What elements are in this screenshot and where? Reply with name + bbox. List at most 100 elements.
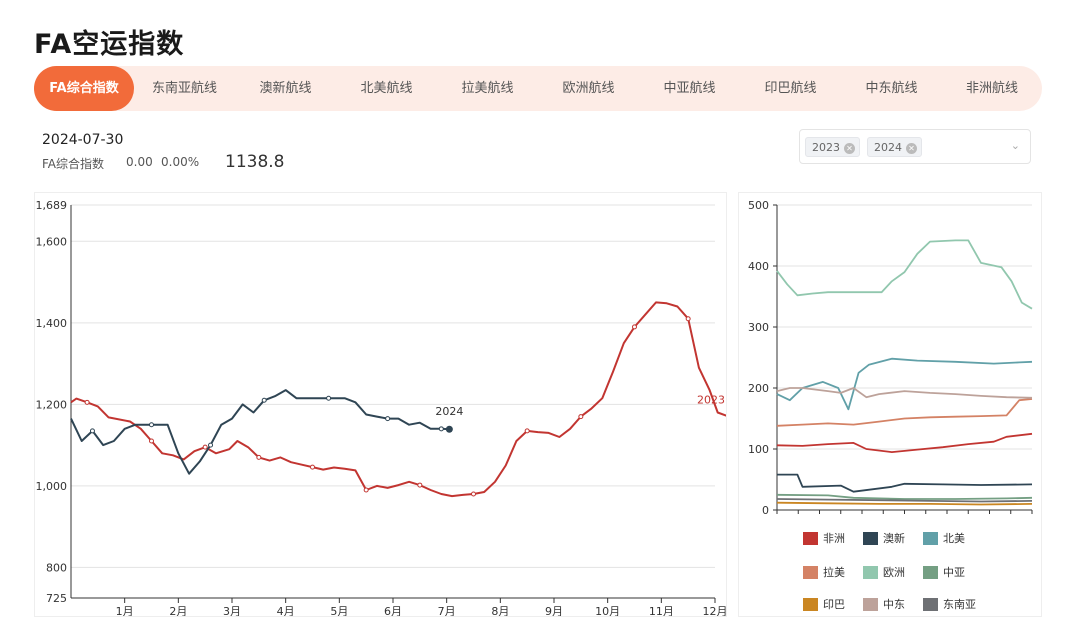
legend-item-europe[interactable]: 欧洲 [863,564,905,580]
route-series-line-澳新[interactable] [777,473,1033,493]
series-end-label: 2023 [697,393,725,406]
x-tick-label: 6月 [384,605,402,616]
legend-label: 中东 [883,598,905,611]
y-tick-label: 725 [46,592,67,605]
legend-item-north-america[interactable]: 北美 [923,530,965,546]
remove-tag-icon[interactable]: ✕ [844,142,855,154]
series-point[interactable] [256,454,262,460]
route-series-line-非洲[interactable] [776,432,1033,454]
series-point[interactable] [261,397,267,403]
series-end-point[interactable] [445,425,453,433]
tab-africa[interactable]: 非洲航线 [965,81,1018,96]
legend-label: 欧洲 [883,566,905,579]
series-point[interactable] [310,464,315,470]
summary-change-pct: 0.00% [161,155,200,169]
series-end-label: 2024 [435,405,463,418]
route-chart-panel: 0 100 200 300 400 500 [738,192,1042,617]
series-point[interactable] [524,428,530,434]
x-tick-label: 11月 [649,605,674,616]
series-point[interactable] [385,416,391,422]
x-tick-label: 10月 [595,605,620,616]
series-point[interactable] [89,428,95,434]
route-series-line-印巴[interactable] [776,501,1033,506]
x-tick-label: 3月 [223,605,241,616]
series-point[interactable] [149,438,154,444]
series-point[interactable] [363,487,369,493]
y-tick-label: 200 [748,382,769,395]
legend-swatch [863,597,878,611]
route-series-line-欧洲[interactable] [776,239,1033,310]
series-point[interactable] [685,316,691,322]
tab-india-pakistan[interactable]: 印巴航线 [764,81,817,96]
legend-item-latin-america[interactable]: 拉美 [803,564,845,580]
tab-central-asia[interactable]: 中亚航线 [663,81,716,96]
series-point[interactable] [417,482,423,488]
route-tabs: FA综合指数 东南亚航线 澳新航线 北美航线 拉美航线 欧洲航线 中亚航线 印巴… [34,66,1042,111]
legend-item-india-pakistan[interactable]: 印巴 [803,596,845,612]
x-tick-label: 8月 [491,605,509,616]
summary-change: 0.00 [126,155,153,169]
legend-label: 非洲 [823,532,845,545]
series-point[interactable] [149,422,154,428]
tab-fa-composite[interactable]: FA综合指数 [34,66,134,111]
tab-europe[interactable]: 欧洲航线 [562,81,615,96]
legend-label: 北美 [943,532,965,545]
y-tick-label: 400 [748,260,769,273]
legend-item-central-asia[interactable]: 中亚 [923,564,965,580]
y-tick-label: 500 [748,199,769,212]
series-point[interactable] [438,426,444,432]
y-tick-label: 1,600 [36,235,68,248]
tab-southeast-asia[interactable]: 东南亚航线 [151,81,217,96]
series-point[interactable] [84,399,90,405]
legend-label: 中亚 [943,566,965,579]
route-series-line-中东[interactable] [776,387,1033,399]
route-series-line-东南亚[interactable] [776,498,1033,503]
legend-label: 澳新 [883,532,905,545]
route-series-line-拉美[interactable] [776,398,1033,427]
legend-swatch [923,565,938,579]
year-multiselect[interactable]: 2023 ✕ 2024 ✕ ⌄ [799,129,1031,164]
legend-label: 东南亚 [943,598,976,611]
tab-australia-nz[interactable]: 澳新航线 [259,81,312,96]
chevron-down-icon[interactable]: ⌄ [1010,139,1020,152]
summary-index-name: FA综合指数 [42,157,105,171]
remove-tag-icon[interactable]: ✕ [906,142,917,154]
tab-north-america[interactable]: 北美航线 [360,81,413,96]
main-line-chart: 725 800 1,000 1,200 1,400 1,600 1,689 1月 2月 3月 4月 5… [36,199,726,616]
route-line-chart: 0 100 200 300 400 500 [748,199,1033,517]
series-point[interactable] [202,444,208,450]
y-tick-label: 100 [748,443,769,456]
series-point[interactable] [578,414,584,420]
page-title: FA空运指数 [34,29,185,60]
legend-swatch [863,531,878,545]
y-tick-label: 1,689 [36,199,68,212]
tab-latin-america[interactable]: 拉美航线 [461,81,514,96]
legend-swatch [863,565,878,579]
y-tick-label: 0 [762,504,769,517]
series-point[interactable] [632,324,637,330]
x-tick-label: 9月 [545,605,563,616]
y-tick-label: 1,400 [36,317,68,330]
route-series-line-北美[interactable] [776,357,1033,411]
summary-index-value: 1138.8 [225,152,285,172]
y-tick-label: 1,200 [36,398,68,411]
legend-item-southeast-asia[interactable]: 东南亚 [923,596,976,612]
legend-item-aunz[interactable]: 澳新 [863,530,905,546]
year-tag-2023: 2023 ✕ [805,137,860,157]
series-point[interactable] [208,442,214,448]
x-tick-label: 2月 [169,605,187,616]
year-tag-2024: 2024 ✕ [867,137,922,157]
series-line-2023[interactable] [70,301,726,498]
legend-swatch [803,531,818,545]
x-tick-label: 4月 [277,605,295,616]
summary-date: 2024-07-30 [42,132,124,148]
legend-item-middle-east[interactable]: 中东 [863,596,905,612]
route-series-line-中亚[interactable] [776,493,1033,500]
series-point[interactable] [471,491,476,497]
series-point[interactable] [326,395,332,401]
legend-item-africa[interactable]: 非洲 [803,530,845,546]
series-line-2024[interactable] [70,389,450,475]
legend-swatch [923,531,938,545]
tab-middle-east[interactable]: 中东航线 [865,81,918,96]
year-tag-label: 2023 [812,141,840,154]
